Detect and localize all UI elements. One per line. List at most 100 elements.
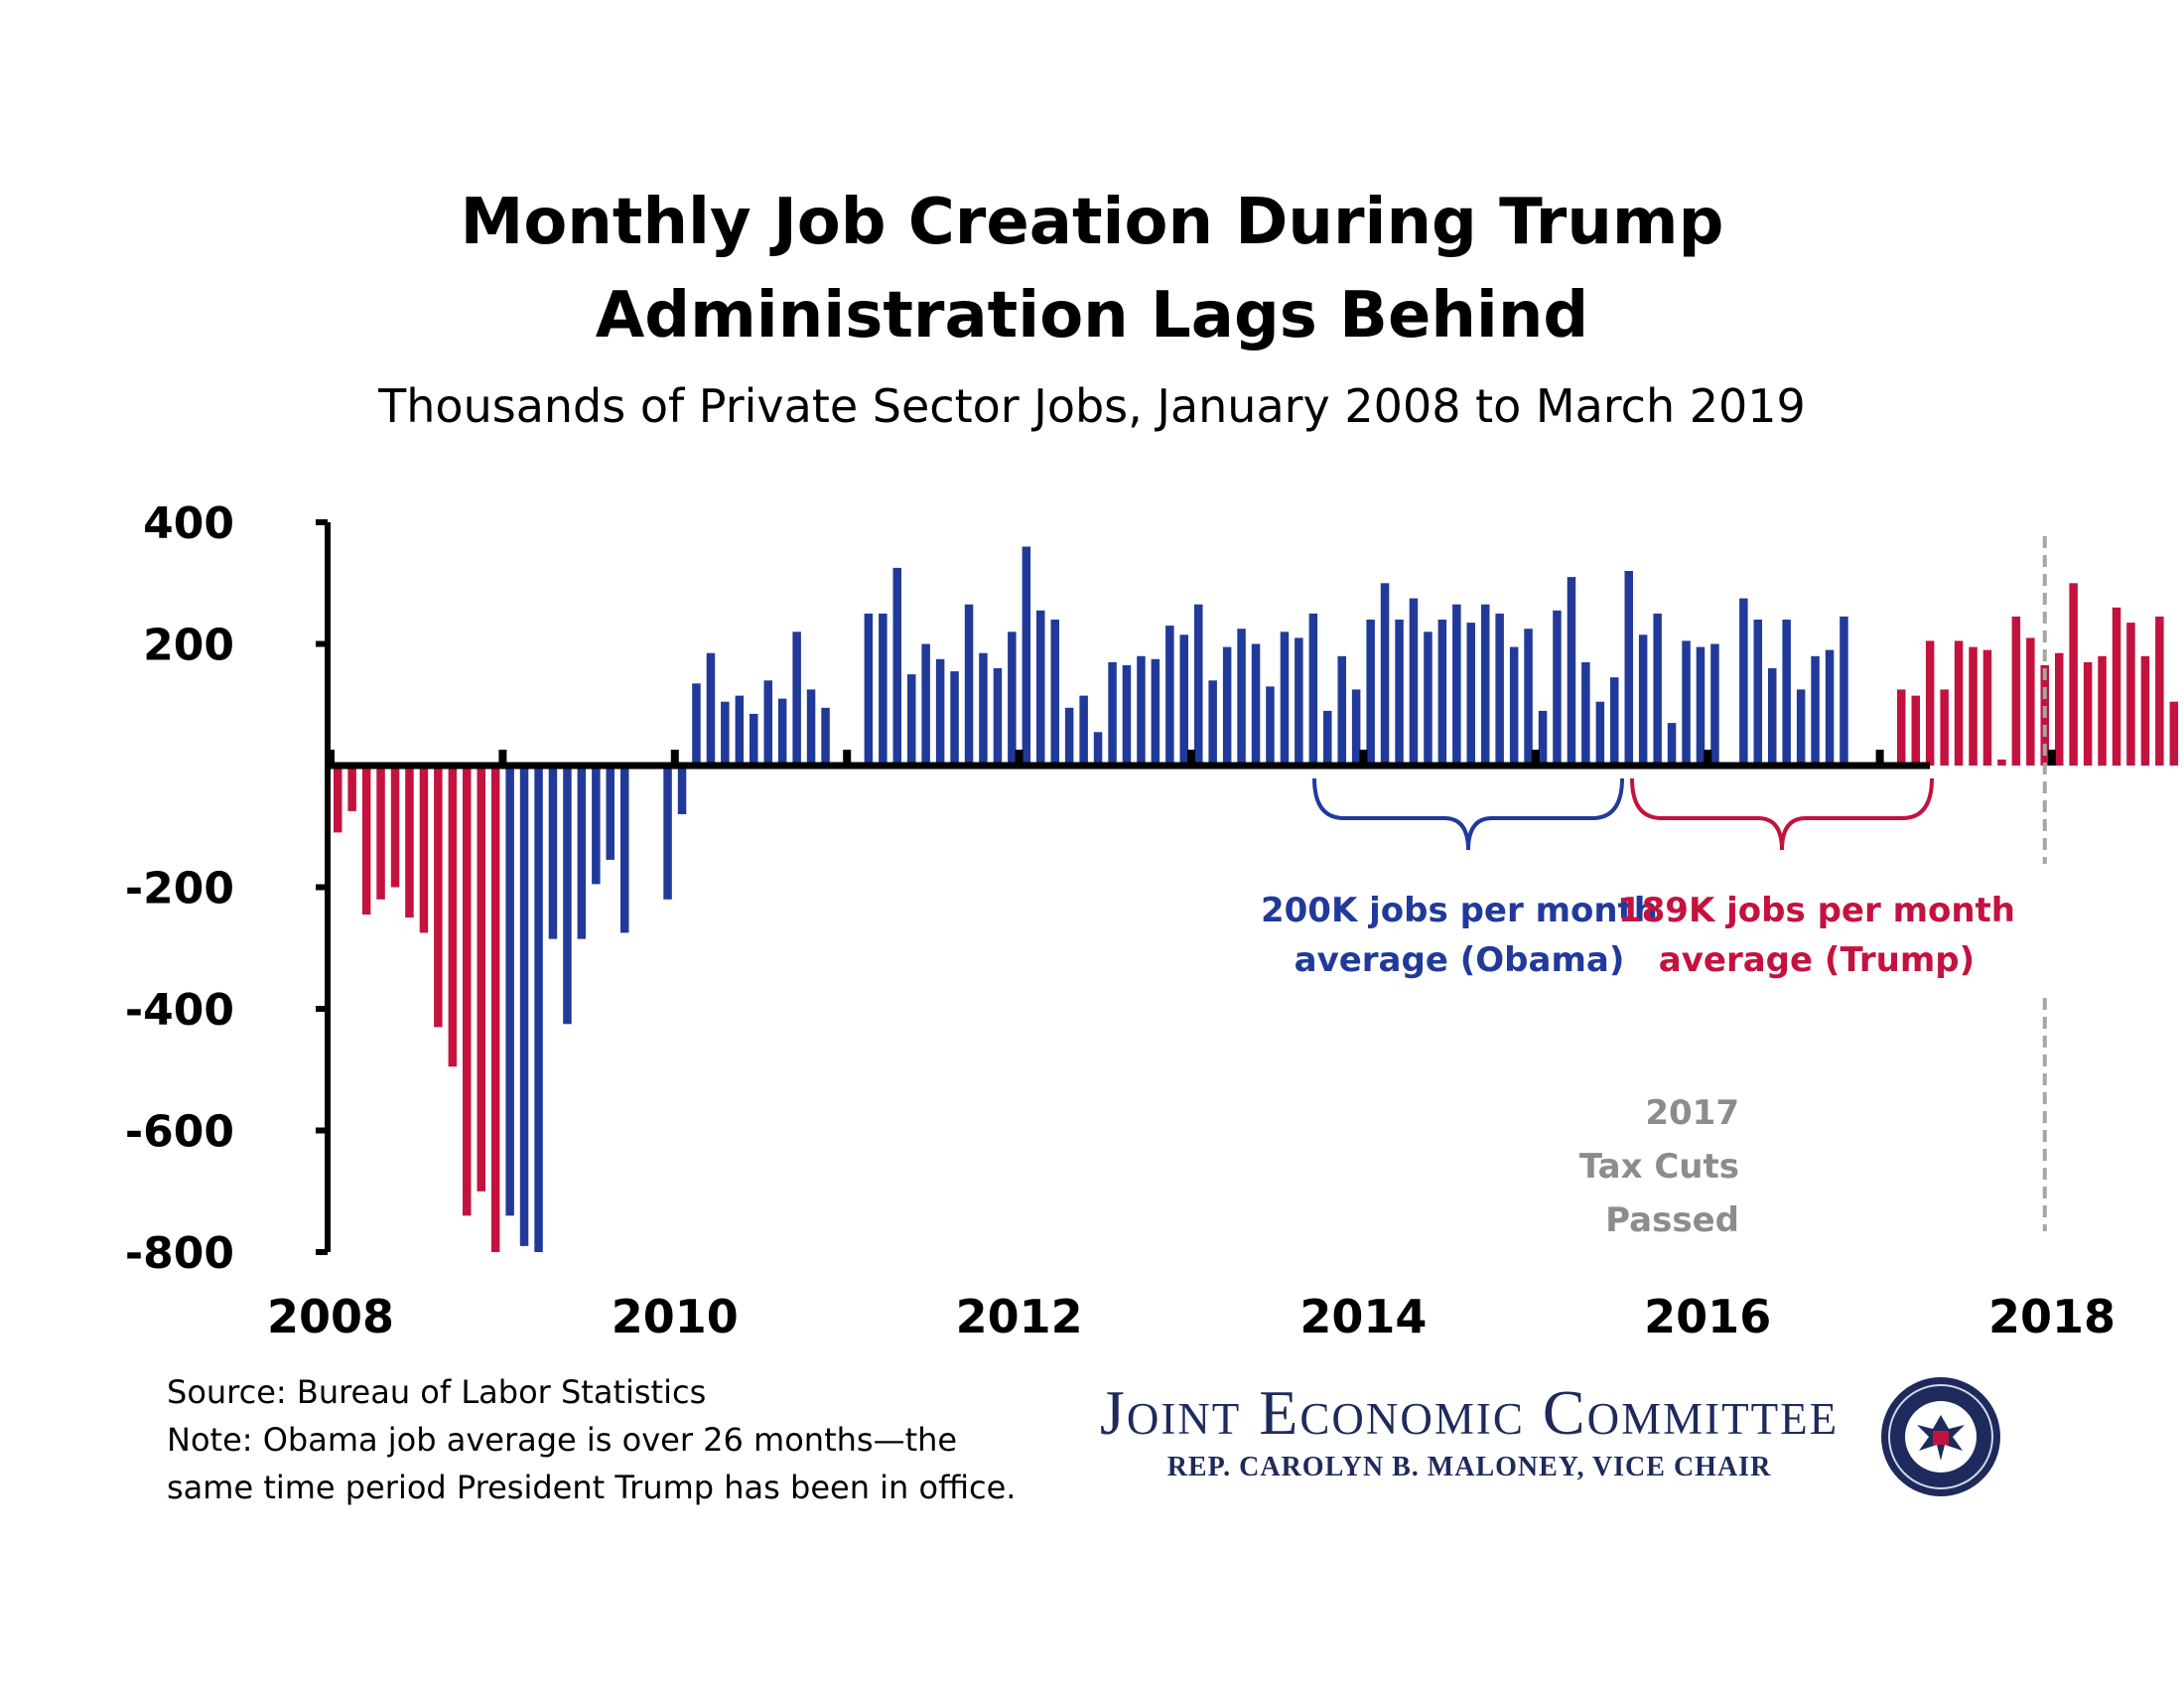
bar-bush: [334, 766, 342, 833]
bar-obama: [763, 680, 772, 767]
bar-obama: [1008, 632, 1017, 767]
bar-bush: [419, 766, 429, 933]
bar-obama: [1266, 686, 1275, 766]
x-tick-label: 2016: [1644, 1290, 1771, 1343]
bar-obama: [993, 668, 1003, 766]
bar-trump: [1954, 640, 1964, 766]
bar-obama: [1753, 620, 1762, 766]
bar-trump: [1940, 689, 1949, 766]
bar-obama: [1308, 613, 1318, 766]
footnote-line-1: Note: Obama job average is over 26 month…: [167, 1421, 958, 1459]
bar-trump: [1911, 695, 1920, 766]
x-tick-mark: [1531, 750, 1540, 766]
y-axis: 400 200 -200 -400 -600 -800: [125, 498, 331, 1279]
org-name: Joint Economic Committee: [1099, 1377, 1840, 1448]
bar-trump: [1925, 640, 1935, 766]
x-tick-mark: [1187, 750, 1195, 766]
bar-obama: [892, 567, 901, 766]
x-tick-mark: [1704, 750, 1712, 766]
bar-trump: [1969, 646, 1978, 766]
obama-average-label: 200K jobs per month: [1261, 891, 1658, 930]
bar-obama: [1595, 701, 1605, 766]
bar-obama: [1710, 643, 1719, 766]
bar-trump: [1982, 649, 1992, 766]
bar-obama: [548, 766, 558, 939]
bar-obama: [1796, 689, 1806, 766]
bar-bush: [490, 766, 500, 1252]
bar-obama: [1337, 655, 1346, 767]
bar-trump: [2169, 701, 2179, 766]
bar-obama: [1825, 649, 1835, 766]
bar-obama: [1064, 707, 1074, 766]
bar-obama: [1624, 571, 1633, 766]
x-tick-mark: [843, 750, 852, 766]
bar-obama: [1610, 677, 1619, 766]
y-tick-label: -200: [125, 864, 234, 914]
bar-obama: [1036, 610, 1045, 766]
tax-cut-label: Tax Cuts: [1579, 1147, 1739, 1187]
bar-obama: [1495, 613, 1504, 766]
bar-obama: [1667, 723, 1677, 766]
bar-bush: [405, 766, 414, 918]
bar-obama: [1466, 623, 1475, 766]
bar-obama: [1237, 629, 1246, 766]
bar-obama: [1179, 634, 1188, 766]
bar-obama: [1323, 710, 1332, 766]
x-tick-mark: [1875, 750, 1884, 766]
joint-economic-committee-logo: Joint Economic Committee REP. CAROLYN B.…: [1082, 1378, 1856, 1487]
bar-obama: [750, 713, 758, 766]
bar-obama: [1251, 643, 1261, 766]
bar-obama: [692, 683, 701, 766]
bar-obama: [1739, 598, 1748, 766]
x-tick-label: 2014: [1299, 1290, 1427, 1343]
bar-obama: [821, 707, 830, 766]
bar-obama: [1509, 646, 1519, 766]
bar-obama: [592, 766, 601, 885]
obama-average-label: average (Obama): [1295, 940, 1625, 980]
bar-obama: [1351, 689, 1361, 766]
bar-trump: [2140, 655, 2150, 767]
bar-trump: [1897, 689, 1906, 766]
tax-cut-label: Passed: [1605, 1200, 1739, 1240]
footnote-line-2: same time period President Trump has bee…: [167, 1469, 1017, 1506]
bar-trump: [1997, 759, 2006, 766]
bar-obama: [577, 766, 587, 939]
chart-subtitle: Thousands of Private Sector Jobs, Januar…: [378, 379, 1806, 433]
bar-obama: [1452, 604, 1461, 766]
bar-obama: [721, 701, 730, 766]
bar-obama: [1768, 668, 1777, 766]
bar-obama: [1424, 632, 1433, 767]
bar-obama: [792, 632, 801, 767]
bar-trump: [2155, 616, 2164, 766]
bar-obama: [620, 766, 629, 933]
bar-bush: [361, 766, 371, 915]
tax-cut-label: 2017: [1645, 1093, 1739, 1133]
x-tick-label: 2018: [1988, 1290, 2116, 1343]
bar-obama: [1653, 613, 1662, 766]
bar-obama: [706, 652, 716, 766]
bar-obama: [677, 766, 687, 814]
bar-obama: [1280, 632, 1290, 767]
bar-obama: [1409, 598, 1419, 766]
bar-bush: [376, 766, 385, 900]
x-axis: 2008 2010 2012 2014 2016 2018: [267, 750, 2116, 1343]
bar-obama: [1165, 626, 1174, 766]
x-tick-mark: [1359, 750, 1368, 766]
x-tick-mark: [327, 750, 335, 766]
bar-bush: [448, 766, 458, 1067]
bar-obama: [1782, 620, 1791, 766]
bar-obama: [1137, 655, 1146, 767]
bar-trump: [2126, 623, 2135, 766]
y-tick-label: -800: [125, 1228, 234, 1279]
bar-bush: [390, 766, 400, 888]
bar-trump: [2112, 607, 2121, 767]
bar-obama: [964, 604, 974, 766]
bar-obama: [563, 766, 572, 1025]
org-subtitle: REP. CAROLYN B. MALONEY, VICE CHAIR: [1166, 1452, 1772, 1482]
congress-seal-icon: [1881, 1377, 2000, 1496]
bar-obama: [1538, 710, 1548, 766]
bar-obama: [1151, 658, 1160, 766]
bar-obama: [1638, 634, 1648, 766]
bar-bush: [477, 766, 485, 1192]
